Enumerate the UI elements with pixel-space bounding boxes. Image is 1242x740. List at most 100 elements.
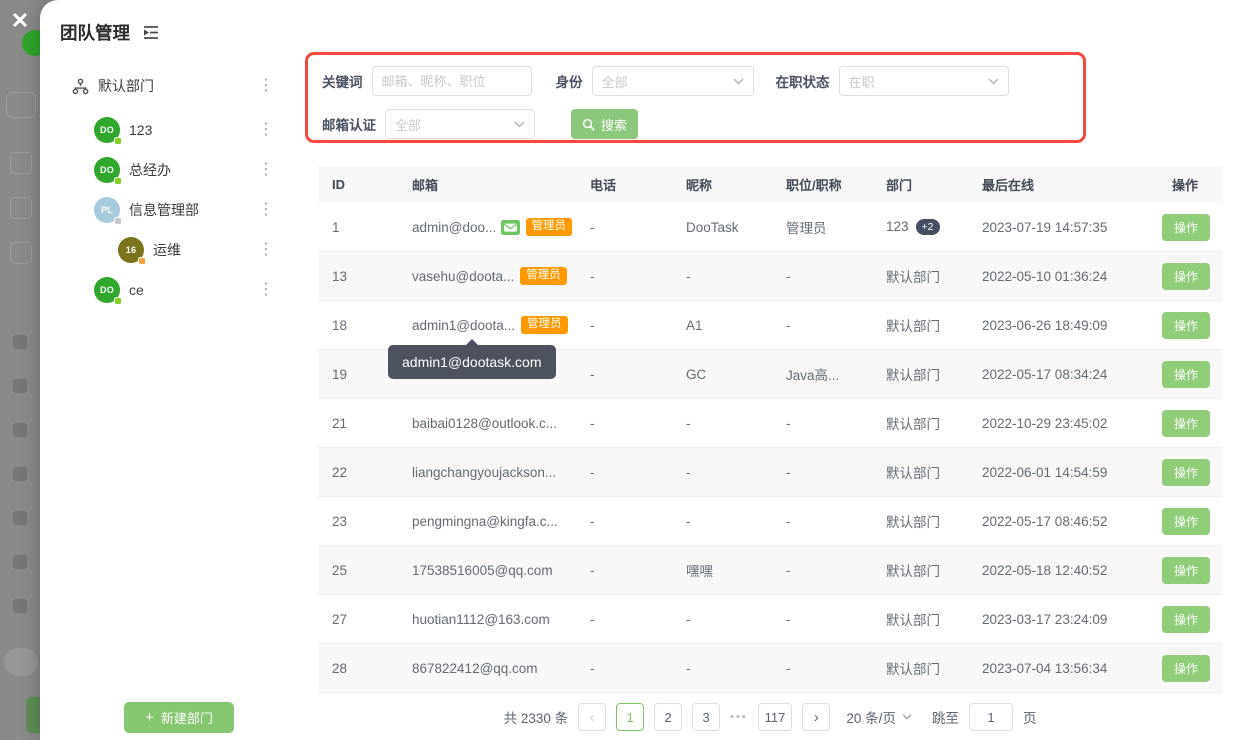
row-action-button[interactable]: 操作 (1162, 507, 1211, 535)
close-icon[interactable]: ✕ (10, 8, 30, 33)
email-verify-select[interactable]: 全部 (385, 109, 535, 139)
cell-action: 操作 (1148, 496, 1222, 546)
more-menu-icon[interactable]: ⋮ (258, 201, 274, 218)
department-text: 123 (886, 218, 909, 234)
row-action-button[interactable]: 操作 (1162, 458, 1211, 486)
more-menu-icon[interactable]: ⋮ (258, 77, 274, 94)
search-button[interactable]: 搜索 (571, 109, 638, 139)
cell-job-title: - (772, 594, 872, 644)
avatar-initials: 16 (125, 245, 137, 255)
page-size-select[interactable]: 20 条/页 (846, 707, 912, 727)
last-page-button[interactable]: 117 (757, 703, 793, 731)
cell-last-online: 2023-03-17 23:24:09 (968, 594, 1148, 644)
chevron-down-icon (514, 120, 525, 128)
identity-select[interactable]: 全部 (591, 66, 754, 96)
cell-email: 17538516005@qq.com (398, 545, 576, 595)
cell-action: 操作 (1148, 251, 1222, 301)
jump-suffix-label: 页 (1022, 711, 1037, 726)
cell-phone: - (576, 594, 672, 644)
cell-id: 1 (318, 203, 398, 252)
collapse-sidebar-icon[interactable] (141, 24, 161, 41)
department-text: 默认部门 (886, 613, 940, 628)
cell-job-title: - (772, 300, 872, 350)
prev-page-button[interactable]: ‹ (578, 703, 607, 731)
sidebar-department-item[interactable]: DO 总经办 ⋮ (40, 150, 294, 190)
department-avatar: DO (94, 277, 122, 305)
cell-last-online: 2023-06-26 18:49:09 (968, 300, 1148, 350)
cell-action: 操作 (1148, 398, 1222, 448)
cell-last-online: 2022-06-01 14:54:59 (968, 447, 1148, 497)
filter-panel-highlighted: 关键词 身份 全部 在职状态 在职 邮箱认证 全部 (305, 52, 1086, 143)
row-action-button[interactable]: 操作 (1162, 605, 1211, 633)
row-action-button[interactable]: 操作 (1162, 654, 1211, 682)
row-action-button[interactable]: 操作 (1162, 311, 1211, 339)
keyword-label: 关键词 (322, 75, 363, 90)
page-button[interactable]: 2 (654, 703, 683, 731)
cell-department: 123 +2 (872, 203, 968, 252)
cell-job-title: - (772, 398, 872, 448)
identity-label: 身份 (555, 75, 583, 90)
department-text: 默认部门 (886, 515, 940, 530)
avatar-initials: PL (100, 205, 114, 215)
row-action-button[interactable]: 操作 (1162, 556, 1211, 584)
cell-department: 默认部门 (872, 349, 968, 399)
cell-action: 操作 (1148, 300, 1222, 350)
column-header: 部门 (872, 166, 968, 203)
more-menu-icon[interactable]: ⋮ (258, 241, 274, 258)
email-verify-value: 全部 (395, 117, 422, 133)
add-department-button[interactable]: + 新建部门 (124, 702, 234, 733)
cell-department: 默认部门 (872, 643, 968, 693)
background-list-item (13, 335, 27, 349)
cell-email: vasehu@doota... 管理员 (398, 251, 576, 301)
email-text: admin@doo... (412, 219, 495, 235)
verified-email-icon (500, 219, 520, 235)
background-menu-item (10, 197, 32, 219)
email-text: admin1@doota... (412, 317, 516, 333)
background-pill (4, 648, 38, 676)
email-verify-label: 邮箱认证 (322, 118, 376, 133)
more-menu-icon[interactable]: ⋮ (258, 281, 274, 298)
page-button[interactable]: 3 (692, 703, 721, 731)
column-header: 职位/职称 (772, 166, 872, 203)
row-action-button[interactable]: 操作 (1162, 213, 1211, 241)
sidebar-department-item[interactable]: PL 信息管理部 ⋮ (40, 190, 294, 230)
page-ellipsis: ••• (730, 711, 748, 723)
page-title: 团队管理 (60, 23, 130, 43)
employment-status-select[interactable]: 在职 (838, 66, 1009, 96)
chevron-down-icon (987, 77, 999, 85)
cell-phone: - (576, 643, 672, 693)
more-menu-icon[interactable]: ⋮ (258, 121, 274, 138)
cell-email: 867822412@qq.com (398, 643, 576, 693)
cell-email: admin1@doota... 管理员 (398, 300, 576, 350)
avatar-initials: DO (99, 125, 115, 135)
row-action-button[interactable]: 操作 (1162, 409, 1211, 437)
background-list-item (13, 423, 27, 437)
sidebar-department-item[interactable]: 16 运维 ⋮ (40, 230, 294, 270)
background-menu-item (10, 152, 32, 174)
cell-last-online: 2022-10-29 23:45:02 (968, 398, 1148, 448)
cell-id: 22 (318, 447, 398, 497)
row-action-button[interactable]: 操作 (1162, 262, 1211, 290)
sidebar-department-item[interactable]: DO 123 ⋮ (40, 110, 294, 150)
sidebar-item-default-department[interactable]: 默认部门 ⋮ (40, 72, 294, 100)
cell-id: 19 (318, 349, 398, 399)
cell-nickname: GC (672, 349, 772, 399)
row-action-button[interactable]: 操作 (1162, 360, 1211, 388)
sidebar-department-item[interactable]: DO ce ⋮ (40, 270, 294, 310)
column-header: 邮箱 (398, 166, 576, 203)
table-row: 28 867822412@qq.com - - - 默认部门 2023-07-0… (318, 643, 1222, 693)
cell-phone: - (576, 203, 672, 252)
cell-nickname: - (672, 594, 772, 644)
members-table: ID 邮箱 电话 昵称 职位/职称 部门 最后在线 操作 1 admin@doo... 管理员… (318, 166, 1222, 693)
cell-last-online: 2023-07-04 13:56:34 (968, 643, 1148, 693)
department-avatar: DO (94, 117, 122, 145)
avatar-initials: DO (99, 285, 115, 295)
cell-nickname: 嘿嘿 (672, 545, 772, 595)
jump-page-input[interactable] (968, 703, 1013, 731)
next-page-button[interactable]: › (802, 703, 831, 731)
cell-id: 21 (318, 398, 398, 448)
keyword-input[interactable] (371, 66, 532, 96)
more-menu-icon[interactable]: ⋮ (258, 161, 274, 178)
page-button[interactable]: 1 (616, 703, 645, 731)
department-avatar: PL (94, 197, 122, 225)
